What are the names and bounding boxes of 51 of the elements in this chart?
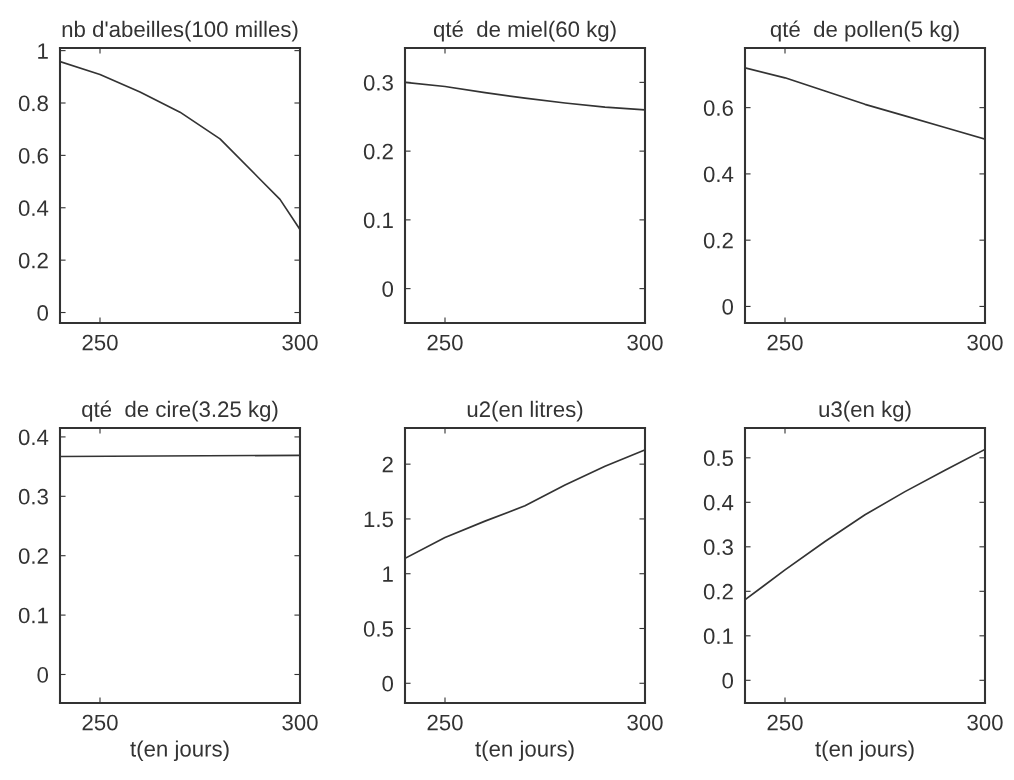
chart-title: qté de miel(60 kg): [433, 20, 616, 42]
x-axis-title: t(en jours): [130, 740, 229, 762]
y-tick-label: 0.5: [703, 450, 733, 467]
y-tick-label: 1.5: [364, 511, 393, 528]
y-tick-label: 0.6: [703, 100, 733, 116]
y-tick-label: 0: [722, 298, 734, 315]
chart-title: nb d'abeilles(100 milles): [62, 20, 298, 42]
y-tick-label: 0.4: [703, 166, 734, 183]
x-axis-title: t(en jours): [815, 740, 914, 762]
y-tick-label: 0: [722, 672, 734, 689]
y-tick-label: 0: [382, 675, 394, 692]
y-tick-label: 0.1: [18, 607, 48, 624]
y-tick-label: 0.2: [18, 252, 48, 269]
y-tick-label: 0: [382, 281, 394, 297]
chart-title: qté de cire(3.25 kg): [82, 400, 278, 422]
y-tick-label: 0.6: [18, 147, 48, 164]
y-tick-label: 0.4: [703, 494, 734, 511]
chart-title: qté de pollen(5 kg): [770, 20, 959, 42]
y-tick-label: 0.2: [703, 583, 733, 600]
x-tick-label: 250: [427, 334, 463, 351]
x-tick-label: 300: [627, 714, 663, 731]
y-tick-label: 0.3: [703, 539, 733, 556]
x-tick-label: 300: [967, 334, 1003, 351]
y-tick-label: 1: [38, 43, 48, 59]
y-tick-label: 0.8: [18, 95, 48, 112]
y-tick-label: 0.4: [18, 200, 49, 217]
x-tick-label: 250: [427, 714, 463, 731]
x-tick-label: 250: [767, 714, 803, 731]
x-tick-label: 300: [967, 714, 1003, 731]
y-tick-label: 2: [382, 456, 393, 473]
x-tick-label: 300: [627, 334, 663, 351]
y-tick-label: 0.2: [18, 548, 48, 564]
x-tick-label: 250: [82, 334, 118, 351]
x-tick-label: 300: [282, 334, 318, 351]
x-tick-label: 300: [282, 714, 318, 731]
y-tick-label: 0.2: [703, 232, 733, 249]
y-tick-label: 0.1: [703, 628, 733, 645]
y-tick-label: 0.2: [363, 143, 393, 160]
chart-title: u3(en kg): [819, 400, 911, 422]
chart-title: u2(en litres): [467, 400, 583, 422]
x-tick-label: 250: [82, 714, 118, 731]
y-tick-label: 1: [383, 566, 393, 582]
y-tick-label: 0.4: [18, 429, 49, 446]
y-tick-label: 0.3: [363, 74, 393, 91]
y-tick-label: 0.5: [363, 621, 393, 637]
x-axis-title: t(en jours): [475, 740, 574, 762]
y-tick-label: 0: [37, 667, 49, 683]
y-tick-label: 0: [37, 305, 49, 321]
y-tick-label: 0.1: [363, 212, 393, 229]
y-tick-label: 0.3: [18, 488, 48, 505]
x-tick-label: 250: [767, 334, 803, 351]
